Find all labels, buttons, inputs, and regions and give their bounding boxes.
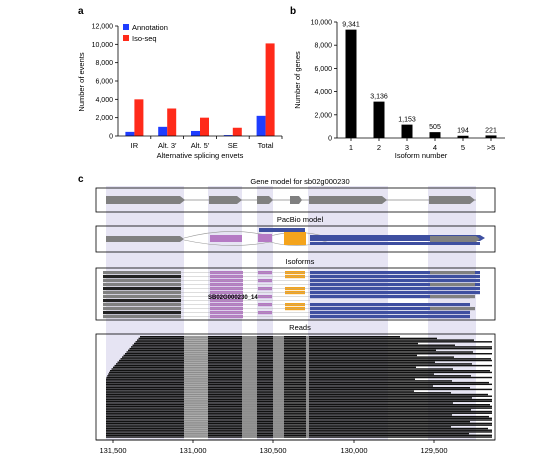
pacbio-model-title: PacBio model bbox=[277, 215, 324, 224]
chart-b-xtick-label: 1 bbox=[349, 143, 353, 152]
chart-b-ytick-label: 4,000 bbox=[314, 89, 332, 96]
chart-b-data-label: 194 bbox=[457, 128, 469, 135]
chart-b-ytick-label: 6,000 bbox=[314, 66, 332, 73]
chart-a-bar bbox=[223, 135, 233, 136]
chart-b-xtick-label: 2 bbox=[377, 143, 381, 152]
isoforms-track bbox=[95, 267, 496, 321]
chart-a-xlabel: Alternative splicing envets bbox=[157, 151, 244, 160]
chart-a-xticks: IR Alt. 3′ Alt. 5′ SE Total bbox=[131, 136, 283, 150]
chart-b-data-label: 505 bbox=[429, 124, 441, 131]
position-tick-label: 129,500 bbox=[420, 446, 447, 455]
gene-model-title: Gene model for sb02g000230 bbox=[250, 177, 349, 186]
position-tick-label: 130,500 bbox=[259, 446, 286, 455]
chart-b-data-label: 221 bbox=[485, 127, 497, 134]
chart-b-data-label: 3,136 bbox=[370, 94, 388, 101]
chart-a-yticks: 0 2,000 4,000 6,000 8,000 10,000 12,000 bbox=[92, 24, 118, 141]
chart-b-bar bbox=[429, 132, 441, 138]
pacbio-model-features bbox=[106, 228, 485, 246]
chart-b-bars: 9,341 3,136 1,153 505 194 221 bbox=[342, 22, 497, 138]
chart-a-ylabel: Number of events bbox=[77, 52, 86, 111]
chart-a-bar bbox=[256, 115, 266, 136]
chart-a-bar bbox=[265, 43, 275, 136]
chart-a-ytick-label: 0 bbox=[109, 134, 113, 141]
chart-a-ytick-label: 4,000 bbox=[95, 97, 113, 104]
chart-a-bar bbox=[158, 126, 168, 136]
chart-a-xtick-label: Alt. 5′ bbox=[191, 141, 210, 150]
chart-a-xtick-label: Alt. 3′ bbox=[158, 141, 177, 150]
chart-a-xtick-label: Total bbox=[258, 141, 274, 150]
reads-title: Reads bbox=[289, 323, 311, 332]
panel-a-letter: a bbox=[78, 6, 84, 17]
gene-model-exons bbox=[106, 196, 475, 204]
chart-a-bar bbox=[200, 117, 209, 136]
chart-b-yticks: 0 2,000 4,000 6,000 8,000 10,000 bbox=[311, 20, 337, 143]
chart-a: 0 2,000 4,000 6,000 8,000 10,000 12,000 IR Alt.… bbox=[77, 23, 283, 160]
panel-c-letter: c bbox=[78, 174, 84, 185]
chart-a-bar bbox=[232, 127, 242, 136]
chart-a-bar bbox=[125, 131, 135, 136]
chart-b-bar bbox=[345, 29, 357, 138]
chart-b-xlabel: Isoform number bbox=[395, 151, 448, 160]
chart-b-bar bbox=[373, 101, 385, 138]
chart-a-xtick-label: SE bbox=[228, 141, 238, 150]
chart-a-xtick-label: IR bbox=[131, 141, 139, 150]
gene-model-track bbox=[95, 187, 496, 213]
chart-b-xtick-label: 4 bbox=[433, 143, 437, 152]
chart-b-ytick-label: 8,000 bbox=[314, 43, 332, 50]
chart-b-ytick-label: 0 bbox=[328, 136, 332, 143]
chart-b-data-label: 9,341 bbox=[342, 22, 360, 29]
isoform-label: SB02G000230_14 bbox=[208, 295, 258, 301]
chart-b-ytick-label: 10,000 bbox=[311, 20, 333, 27]
isoform-rows bbox=[103, 271, 480, 319]
chart-b-data-label: 1,153 bbox=[398, 117, 416, 124]
chart-b-bar bbox=[485, 135, 497, 138]
chart-b: 0 2,000 4,000 6,000 8,000 10,000 9,341 3,136 1,… bbox=[293, 20, 505, 160]
chart-a-bars bbox=[125, 43, 275, 136]
reads-pileup bbox=[106, 335, 493, 438]
legend-swatch-annotation bbox=[123, 24, 129, 30]
position-axis-ticks: 131,500 131,000 130,500 130,000 129,500 bbox=[99, 440, 448, 455]
chart-a-ytick-label: 6,000 bbox=[95, 79, 113, 86]
chart-a-bar bbox=[167, 108, 177, 136]
chart-b-ylabel: Number of genes bbox=[293, 51, 302, 109]
panel-c: Gene model for sb02g000230 PacBio model bbox=[95, 177, 496, 455]
chart-b-bar bbox=[457, 135, 469, 138]
chart-b-bar bbox=[401, 124, 413, 138]
legend-swatch-isoseq bbox=[123, 35, 129, 41]
chart-a-ytick-label: 8,000 bbox=[95, 60, 113, 67]
position-tick-label: 131,500 bbox=[99, 446, 126, 455]
isoforms-title: Isoforms bbox=[286, 257, 315, 266]
chart-a-bar bbox=[191, 130, 200, 136]
legend-label-isoseq: Iso-seq bbox=[132, 34, 157, 43]
position-tick-label: 131,000 bbox=[179, 446, 206, 455]
chart-b-ytick-label: 2,000 bbox=[314, 112, 332, 119]
chart-b-xtick-label: >5 bbox=[487, 143, 496, 152]
legend-label-annotation: Annotation bbox=[132, 23, 168, 32]
panel-b-letter: b bbox=[290, 6, 296, 17]
chart-a-ytick-label: 2,000 bbox=[95, 115, 113, 122]
pacbio-model-track bbox=[95, 225, 496, 253]
position-tick-label: 130,000 bbox=[340, 446, 367, 455]
chart-a-ytick-label: 10,000 bbox=[92, 42, 114, 49]
chart-b-xtick-label: 5 bbox=[461, 143, 465, 152]
chart-a-ytick-label: 12,000 bbox=[92, 24, 114, 31]
chart-b-xtick-label: 3 bbox=[405, 143, 409, 152]
chart-a-bar bbox=[134, 99, 144, 136]
chart-b-xticks: 1 2 3 4 5 >5 bbox=[349, 138, 495, 152]
